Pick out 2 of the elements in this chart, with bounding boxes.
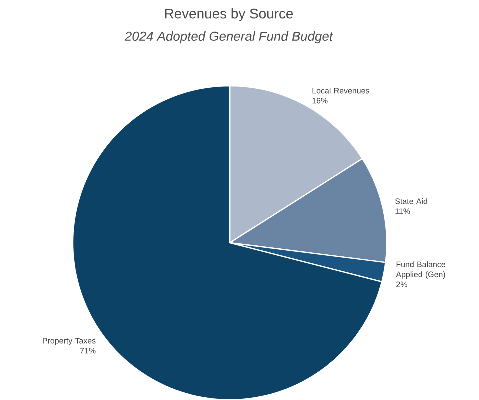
chart-title: Revenues by Source — [165, 8, 294, 22]
chart-subtitle: 2024 Adopted General Fund Budget — [124, 32, 334, 44]
